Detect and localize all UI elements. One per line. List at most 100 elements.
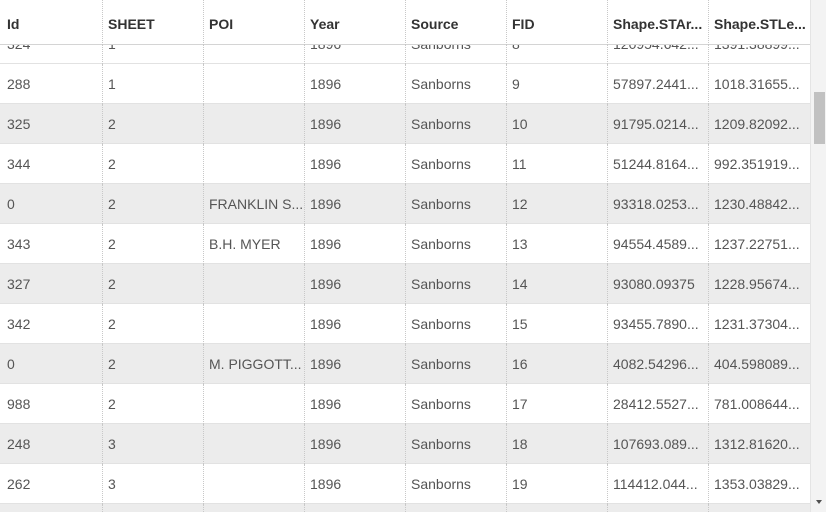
cell-shape-starea xyxy=(608,504,709,512)
cell-id: 288 xyxy=(2,64,103,104)
cell-shape-stlength xyxy=(709,504,810,512)
cell-shape-starea: 93318.0253... xyxy=(608,184,709,224)
column-header-poi[interactable]: POI xyxy=(204,0,305,45)
table-row[interactable]: 327 2 1896 Sanborns 14 93080.09375 1228.95674.… xyxy=(0,264,810,304)
cell-year: 1896 xyxy=(305,304,406,344)
cell-poi xyxy=(204,64,305,104)
table-row[interactable] xyxy=(0,504,810,512)
cell-poi: FRANKLIN S... xyxy=(204,184,305,224)
cell-poi xyxy=(204,464,305,504)
cell-source: Sanborns xyxy=(406,144,507,184)
cell-shape-starea: 4082.54296... xyxy=(608,344,709,384)
cell-fid: 8 xyxy=(507,45,608,64)
cell-year: 1896 xyxy=(305,344,406,384)
column-header-shape-starea[interactable]: Shape.STAr... xyxy=(608,0,709,45)
cell-shape-starea: 114412.044... xyxy=(608,464,709,504)
cell-source: Sanborns xyxy=(406,64,507,104)
table-row[interactable]: 288 1 1896 Sanborns 9 57897.2441... 1018.31655… xyxy=(0,64,810,104)
cell-sheet: 2 xyxy=(103,344,204,384)
table-row[interactable]: 342 2 1896 Sanborns 15 93455.7890... 1231.3730… xyxy=(0,304,810,344)
cell-shape-stlength: 1231.37304... xyxy=(714,316,800,332)
cell-sheet xyxy=(103,504,204,512)
column-header-source[interactable]: Source xyxy=(406,0,507,45)
cell-shape-starea: 51244.8164... xyxy=(608,144,709,184)
column-header-sheet[interactable]: SHEET xyxy=(103,0,204,45)
cell-shape-stlength: 1228.95674... xyxy=(714,276,800,292)
column-header-fid[interactable]: FID xyxy=(507,0,608,45)
cell-fid: 15 xyxy=(507,304,608,344)
cell-poi xyxy=(204,264,305,304)
cell-source: Sanborns xyxy=(406,424,507,464)
cell-id: 324 xyxy=(2,45,103,64)
table-row[interactable]: 324 1 1896 Sanborns 8 120954.642... 1391… xyxy=(0,45,810,64)
cell-poi xyxy=(204,504,305,512)
cell-shape-stlength: 781.008644... xyxy=(714,396,800,412)
cell-sheet: 3 xyxy=(103,464,204,504)
cell-source: Sanborns xyxy=(406,464,507,504)
cell-sheet: 2 xyxy=(103,304,204,344)
cell-poi xyxy=(204,45,305,64)
cell-poi xyxy=(204,104,305,144)
cell-sheet: 1 xyxy=(103,45,204,64)
cell-sheet: 2 xyxy=(103,184,204,224)
cell-year: 1896 xyxy=(305,424,406,464)
cell-year: 1896 xyxy=(305,184,406,224)
cell-poi xyxy=(204,384,305,424)
table-row[interactable]: 988 2 1896 Sanborns 17 28412.5527... 781.00864… xyxy=(0,384,810,424)
vertical-scrollbar[interactable] xyxy=(810,0,826,512)
column-header-id[interactable]: Id xyxy=(2,0,103,45)
cell-source: Sanborns xyxy=(406,45,507,64)
cell-source: Sanborns xyxy=(406,264,507,304)
cell-fid xyxy=(507,504,608,512)
cell-sheet: 1 xyxy=(103,64,204,104)
cell-fid: 14 xyxy=(507,264,608,304)
table-row[interactable]: 262 3 1896 Sanborns 19 114412.044... 1353.0382… xyxy=(0,464,810,504)
cell-year: 1896 xyxy=(305,264,406,304)
cell-fid: 11 xyxy=(507,144,608,184)
cell-fid: 18 xyxy=(507,424,608,464)
cell-poi xyxy=(204,304,305,344)
table-row[interactable]: 0 2 M. PIGGOTT... 1896 Sanborns 16 4082.54296.… xyxy=(0,344,810,384)
cell-fid: 16 xyxy=(507,344,608,384)
cell-shape-stlength: 1018.31655... xyxy=(714,76,800,92)
cell-poi xyxy=(204,144,305,184)
cell-fid: 13 xyxy=(507,224,608,264)
cell-shape-stlength: 992.351919... xyxy=(714,156,800,172)
cell-sheet: 2 xyxy=(103,264,204,304)
cell-sheet: 2 xyxy=(103,144,204,184)
cell-id xyxy=(2,504,103,512)
table-row[interactable]: 344 2 1896 Sanborns 11 51244.8164... 992.35191… xyxy=(0,144,810,184)
cell-shape-starea: 91795.0214... xyxy=(608,104,709,144)
cell-id: 325 xyxy=(2,104,103,144)
cell-source: Sanborns xyxy=(406,224,507,264)
column-header-year[interactable]: Year xyxy=(305,0,406,45)
cell-source: Sanborns xyxy=(406,184,507,224)
table-row[interactable]: 248 3 1896 Sanborns 18 107693.089... 1312.8162… xyxy=(0,424,810,464)
table-row[interactable]: 0 2 FRANKLIN S... 1896 Sanborns 12 93318.0253.… xyxy=(0,184,810,224)
cell-year: 1896 xyxy=(305,144,406,184)
cell-poi xyxy=(204,424,305,464)
cell-year xyxy=(305,504,406,512)
chevron-down-icon[interactable] xyxy=(816,500,822,504)
scrollbar-thumb[interactable] xyxy=(814,92,825,144)
cell-source: Sanborns xyxy=(406,344,507,384)
column-header-shape-stlength[interactable]: Shape.STLe... xyxy=(714,16,806,32)
cell-year: 1896 xyxy=(305,464,406,504)
cell-sheet: 2 xyxy=(103,104,204,144)
cell-sheet: 2 xyxy=(103,224,204,264)
cell-shape-starea: 93455.7890... xyxy=(608,304,709,344)
cell-source: Sanborns xyxy=(406,104,507,144)
cell-shape-stlength: 1312.81620... xyxy=(714,436,800,452)
cell-shape-stlength: 1353.03829... xyxy=(714,476,800,492)
table-row[interactable]: 325 2 1896 Sanborns 10 91795.0214... 1209.8209… xyxy=(0,104,810,144)
cell-id: 344 xyxy=(2,144,103,184)
table-row[interactable]: 343 2 B.H. MYER 1896 Sanborns 13 94554.4589...… xyxy=(0,224,810,264)
cell-year: 1896 xyxy=(305,104,406,144)
table-header: Id SHEET POI Year Source FID Shape.STAr.… xyxy=(0,0,810,45)
cell-id: 343 xyxy=(2,224,103,264)
cell-fid: 19 xyxy=(507,464,608,504)
cell-fid: 17 xyxy=(507,384,608,424)
cell-shape-starea: 28412.5527... xyxy=(608,384,709,424)
table-body: 324 1 1896 Sanborns 8 120954.642... 1391… xyxy=(0,45,810,512)
